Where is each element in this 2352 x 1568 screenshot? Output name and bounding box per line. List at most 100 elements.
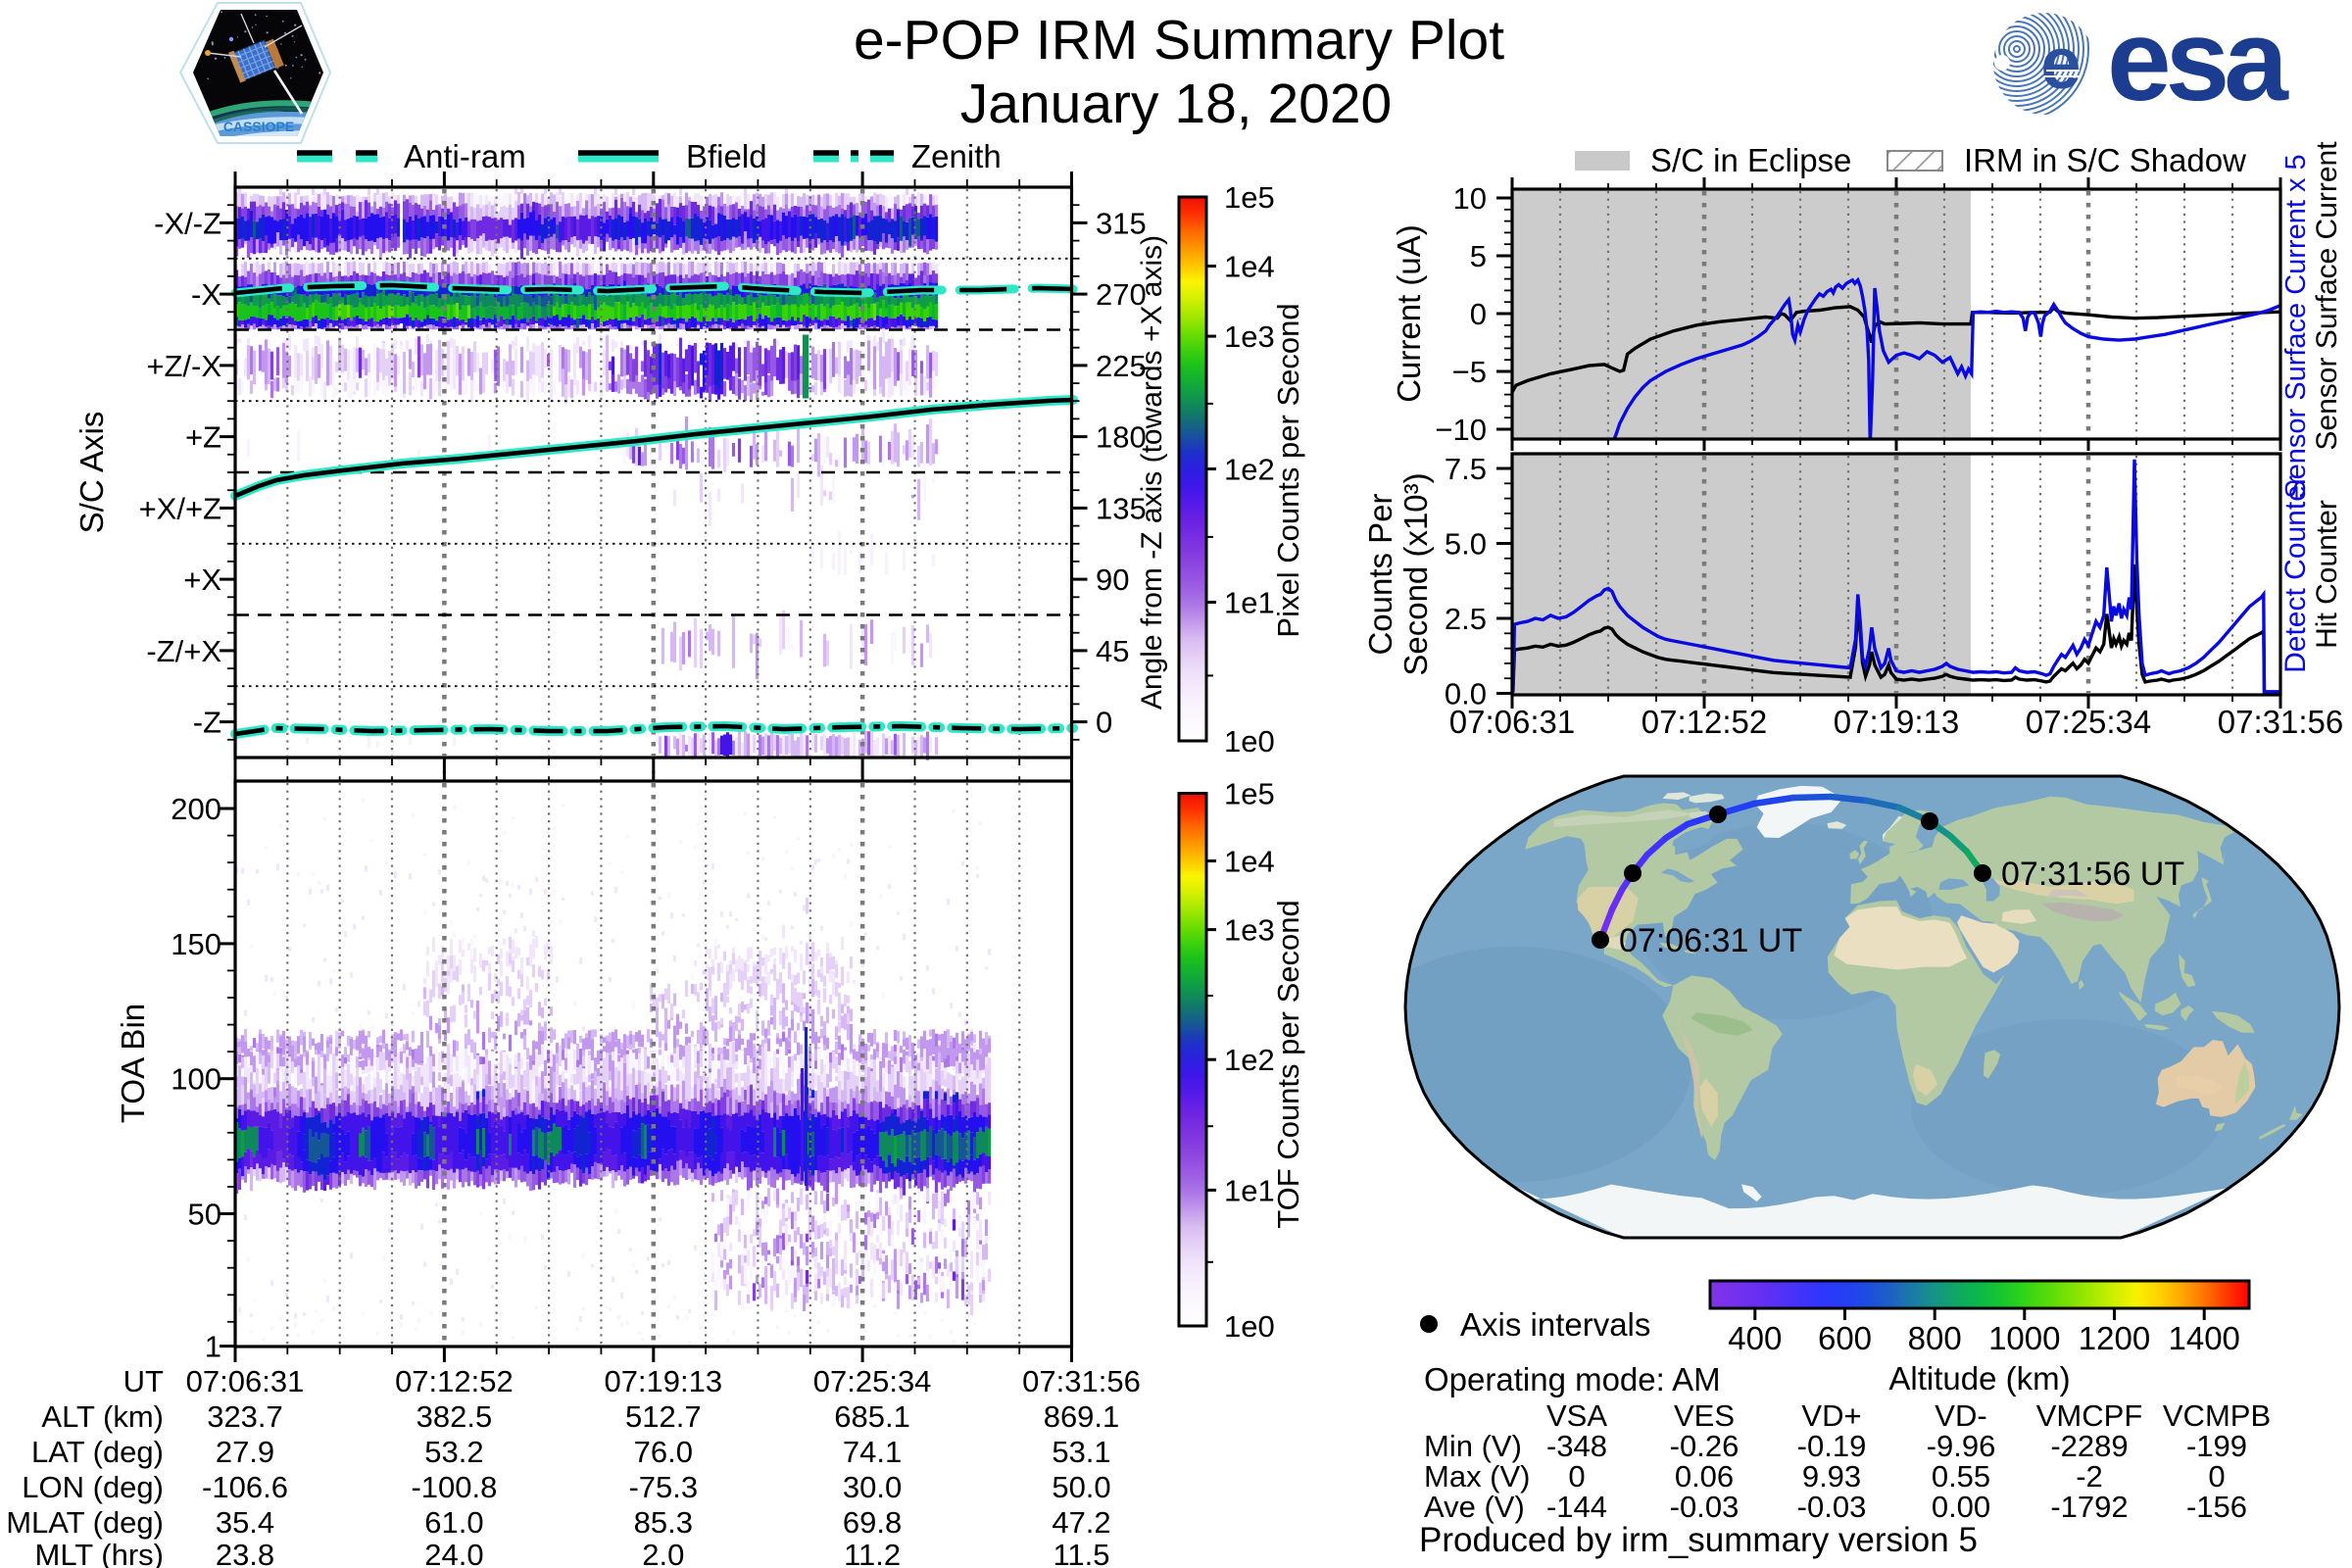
- svg-text:1e1: 1e1: [1224, 1173, 1275, 1207]
- svg-text:Second (x10³): Second (x10³): [1397, 472, 1434, 675]
- svg-text:-X: -X: [191, 277, 221, 312]
- svg-text:VSA: VSA: [1546, 1398, 1607, 1433]
- svg-text:-0.03: -0.03: [1670, 1490, 1740, 1524]
- svg-text:07:12:52: 07:12:52: [395, 1364, 514, 1398]
- svg-text:-2289: -2289: [2050, 1429, 2128, 1463]
- svg-text:Pixel Counts per Second: Pixel Counts per Second: [1271, 303, 1305, 637]
- svg-text:Altitude (km): Altitude (km): [1888, 1360, 2070, 1396]
- svg-text:Current (uA): Current (uA): [1391, 224, 1427, 403]
- svg-text:+X/+Z: +X/+Z: [139, 491, 221, 525]
- svg-text:VCMPB: VCMPB: [2163, 1398, 2271, 1433]
- svg-text:UT: UT: [123, 1364, 164, 1398]
- svg-text:47.2: 47.2: [1052, 1505, 1110, 1540]
- svg-text:869.1: 869.1: [1044, 1399, 1120, 1434]
- svg-text:382.5: 382.5: [416, 1399, 493, 1434]
- svg-text:85.3: 85.3: [634, 1505, 693, 1540]
- svg-text:0: 0: [2208, 1459, 2225, 1494]
- svg-text:Zenith: Zenith: [911, 138, 1002, 174]
- svg-text:Operating mode: AM: Operating mode: AM: [1424, 1361, 1721, 1397]
- svg-text:+X: +X: [183, 563, 221, 597]
- svg-text:e: e: [2040, 23, 2081, 104]
- svg-text:1e4: 1e4: [1224, 845, 1275, 879]
- svg-text:600: 600: [1818, 1320, 1872, 1356]
- svg-text:VD+: VD+: [1801, 1398, 1861, 1433]
- svg-text:-199: -199: [2186, 1429, 2247, 1463]
- svg-text:225: 225: [1096, 349, 1147, 383]
- svg-text:76.0: 76.0: [634, 1435, 693, 1469]
- svg-text:9.93: 9.93: [1802, 1459, 1861, 1494]
- svg-text:07:19:13: 07:19:13: [1834, 704, 1959, 740]
- svg-text:11.5: 11.5: [1053, 1538, 1109, 1568]
- svg-text:-X/-Z: -X/-Z: [154, 206, 221, 240]
- svg-text:270: 270: [1096, 277, 1147, 312]
- svg-text:53.1: 53.1: [1052, 1435, 1110, 1469]
- svg-text:07:06:31: 07:06:31: [1449, 704, 1575, 740]
- svg-text:2.0: 2.0: [642, 1538, 684, 1568]
- svg-text:5.0: 5.0: [1445, 527, 1487, 562]
- svg-text:-9.96: -9.96: [1927, 1429, 1996, 1463]
- svg-text:200: 200: [171, 792, 221, 826]
- svg-text:0: 0: [1096, 706, 1112, 740]
- svg-text:-348: -348: [1546, 1429, 1607, 1463]
- svg-text:IRM in S/C Shadow: IRM in S/C Shadow: [1964, 142, 2246, 178]
- svg-text:TOA Bin: TOA Bin: [115, 1004, 151, 1123]
- svg-text:−10: −10: [1435, 413, 1487, 447]
- svg-text:Min (V): Min (V): [1424, 1429, 1522, 1463]
- svg-text:150: 150: [171, 927, 221, 961]
- svg-text:-1792: -1792: [2050, 1490, 2128, 1524]
- svg-text:+Z/-X: +Z/-X: [146, 349, 221, 383]
- svg-text:Hit Counter: Hit Counter: [2311, 500, 2343, 649]
- svg-text:11.2: 11.2: [844, 1538, 901, 1568]
- svg-text:07:31:56 UT: 07:31:56 UT: [2001, 856, 2184, 893]
- svg-text:1e5: 1e5: [1224, 180, 1275, 215]
- svg-text:MLAT (deg): MLAT (deg): [6, 1505, 164, 1540]
- svg-text:90: 90: [1096, 563, 1129, 597]
- svg-text:53.2: 53.2: [424, 1435, 483, 1469]
- svg-text:400: 400: [1728, 1320, 1782, 1356]
- svg-text:-106.6: -106.6: [202, 1470, 288, 1504]
- svg-text:LON (deg): LON (deg): [22, 1470, 164, 1504]
- svg-text:1200: 1200: [2079, 1320, 2150, 1356]
- svg-text:-100.8: -100.8: [411, 1470, 497, 1504]
- svg-text:07:06:31: 07:06:31: [186, 1364, 305, 1398]
- svg-text:07:06:31 UT: 07:06:31 UT: [1619, 922, 1802, 959]
- svg-text:800: 800: [1908, 1320, 1962, 1356]
- svg-text:2.5: 2.5: [1445, 602, 1487, 636]
- svg-text:Counts Per: Counts Per: [1362, 493, 1398, 655]
- svg-text:Axis intervals: Axis intervals: [1460, 1306, 1650, 1343]
- svg-text:Produced by irm_summary versio: Produced by irm_summary version 5: [1419, 1521, 1978, 1559]
- svg-text:50.0: 50.0: [1052, 1470, 1110, 1504]
- svg-text:27.9: 27.9: [216, 1435, 274, 1469]
- svg-text:07:31:56: 07:31:56: [1022, 1364, 1141, 1398]
- svg-text:0.00: 0.00: [1932, 1490, 1990, 1524]
- svg-text:1e4: 1e4: [1224, 250, 1275, 284]
- svg-text:1e0: 1e0: [1224, 1309, 1275, 1344]
- svg-text:-2: -2: [2076, 1459, 2103, 1494]
- svg-text:323.7: 323.7: [207, 1399, 283, 1434]
- svg-text:24.0: 24.0: [424, 1538, 483, 1568]
- svg-text:0: 0: [1470, 297, 1487, 331]
- svg-text:January 18, 2020: January 18, 2020: [960, 73, 1393, 135]
- svg-text:-Z: -Z: [193, 706, 221, 740]
- svg-text:Max (V): Max (V): [1424, 1459, 1531, 1494]
- svg-text:-Z/+X: -Z/+X: [146, 634, 221, 668]
- svg-text:ALT (km): ALT (km): [41, 1399, 164, 1434]
- svg-text:Bfield: Bfield: [686, 138, 767, 174]
- svg-text:0.55: 0.55: [1932, 1459, 1990, 1494]
- svg-text:0.06: 0.06: [1675, 1459, 1734, 1494]
- svg-text:-144: -144: [1546, 1490, 1607, 1524]
- svg-text:07:25:34: 07:25:34: [813, 1364, 932, 1398]
- svg-text:45: 45: [1096, 634, 1129, 668]
- svg-text:315: 315: [1096, 206, 1147, 240]
- svg-text:100: 100: [171, 1062, 221, 1097]
- svg-text:1e5: 1e5: [1224, 777, 1275, 811]
- svg-text:-156: -156: [2186, 1490, 2247, 1524]
- svg-text:23.8: 23.8: [216, 1538, 274, 1568]
- svg-text:-0.03: -0.03: [1797, 1490, 1867, 1524]
- svg-text:74.1: 74.1: [843, 1435, 902, 1469]
- svg-text:−5: −5: [1452, 355, 1487, 389]
- svg-text:1: 1: [205, 1330, 221, 1364]
- svg-text:50: 50: [188, 1198, 221, 1232]
- svg-text:35.4: 35.4: [216, 1505, 274, 1540]
- svg-text:512.7: 512.7: [625, 1399, 702, 1434]
